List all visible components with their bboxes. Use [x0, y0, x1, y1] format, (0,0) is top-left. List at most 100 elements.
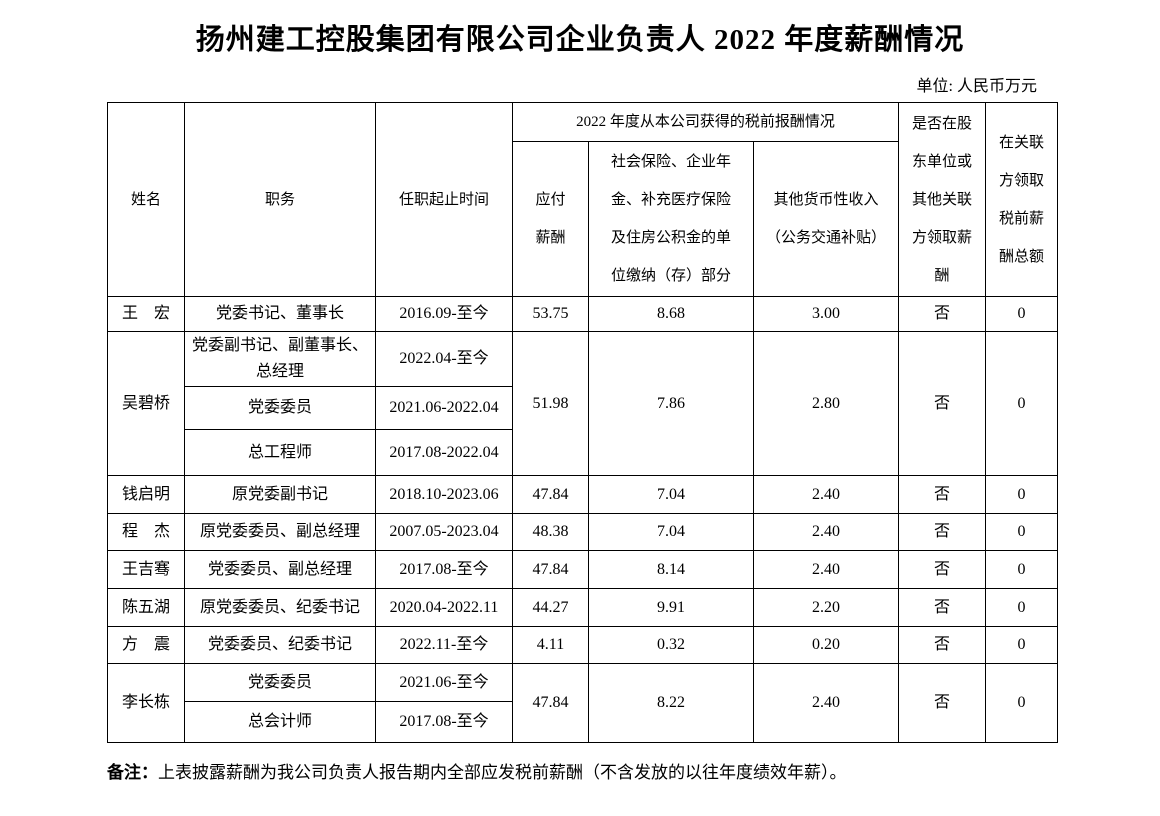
footnote-label: 备注： — [107, 763, 158, 782]
cell-payable: 48.38 — [512, 513, 589, 551]
cell-position: 党委副书记、副董事长、总经理 — [184, 331, 376, 387]
cell-other: 2.40 — [752, 550, 900, 589]
header-payable: 应付薪酬 — [512, 141, 589, 297]
cell-tenure: 2017.08-至今 — [375, 701, 513, 743]
cell-name: 钱启明 — [107, 475, 185, 514]
cell-other: 2.40 — [752, 513, 900, 551]
cell-name: 王 宏 — [107, 296, 185, 332]
cell-position: 党委委员 — [184, 386, 376, 430]
header-row-sub: 应付薪酬 社会保险、企业年金、补充医疗保险及住房公积金的单位缴纳（存）部分 其他… — [108, 141, 1058, 297]
header-shareholder: 是否在股东单位或其他关联方领取薪酬 — [898, 102, 987, 297]
header-row-top: 姓名 职务 任职起止时间 2022 年度从本公司获得的税前报酬情况 是否在股东单… — [107, 102, 1059, 297]
cell-shareholder: 否 — [898, 663, 987, 743]
cell-social: 7.04 — [588, 513, 754, 551]
cell-social: 8.22 — [588, 663, 754, 743]
header-tenure-label: 任职起止时间 — [398, 191, 489, 208]
cell-position: 总会计师 — [184, 701, 376, 743]
cell-tenure: 2021.06-至今 — [375, 663, 513, 702]
header-comp-group: 2022 年度从本公司获得的税前报酬情况 — [511, 102, 900, 142]
table-row: 党委委员 2021.06-2022.04 — [108, 386, 1058, 430]
cell-name: 王吉骞 — [107, 550, 185, 589]
table-row: 程 杰 原党委委员、副总经理 2007.05-2023.04 48.38 7.0… — [107, 513, 1059, 551]
cell-shareholder: 否 — [898, 331, 987, 476]
cell-other: 2.20 — [752, 588, 900, 627]
cell-social: 7.04 — [588, 475, 754, 514]
cell-payable: 47.84 — [512, 663, 589, 743]
cell-other: 2.80 — [752, 331, 900, 476]
cell-related: 0 — [985, 626, 1059, 664]
header-social: 社会保险、企业年金、补充医疗保险及住房公积金的单位缴纳（存）部分 — [588, 141, 754, 297]
cell-tenure: 2021.06-2022.04 — [375, 386, 513, 430]
table-row: 陈五湖 原党委委员、纪委书记 2020.04-2022.11 44.27 9.9… — [107, 588, 1059, 627]
cell-name: 吴碧桥 — [107, 331, 185, 476]
cell-position: 党委委员、纪委书记 — [184, 626, 376, 664]
cell-payable: 53.75 — [512, 296, 589, 332]
cell-related: 0 — [985, 513, 1059, 551]
cell-tenure: 2016.09-至今 — [375, 296, 513, 332]
table-row: 王 宏 党委书记、董事长 2016.09-至今 53.75 8.68 3.00 … — [107, 296, 1059, 332]
cell-related: 0 — [985, 663, 1059, 743]
cell-related: 0 — [985, 588, 1059, 627]
cell-payable: 44.27 — [512, 588, 589, 627]
cell-position: 党委书记、董事长 — [184, 296, 376, 332]
cell-social: 7.86 — [588, 331, 754, 476]
table-row: 总会计师 2017.08-至今 — [108, 701, 1058, 743]
header-name-label: 姓名 — [130, 191, 161, 208]
cell-tenure: 2007.05-2023.04 — [375, 513, 513, 551]
cell-name: 陈五湖 — [107, 588, 185, 627]
header-other: 其他货币性收入（公务交通补贴） — [752, 141, 900, 297]
header-related-label: 在关联方领取税前薪酬总额 — [999, 134, 1045, 265]
cell-name: 程 杰 — [107, 513, 185, 551]
cell-position: 原党委副书记 — [184, 475, 376, 514]
cell-other: 2.40 — [752, 663, 900, 743]
cell-payable: 51.98 — [512, 331, 589, 476]
cell-related: 0 — [985, 296, 1059, 332]
cell-payable: 47.84 — [512, 550, 589, 589]
footnote: 备注：上表披露薪酬为我公司负责人报告期内全部应发税前薪酬（不含发放的以往年度绩效… — [107, 758, 1160, 783]
cell-tenure: 2020.04-2022.11 — [375, 588, 513, 627]
cell-position: 党委委员 — [184, 663, 376, 702]
cell-position: 原党委委员、副总经理 — [184, 513, 376, 551]
table-row: 总工程师 2017.08-2022.04 — [108, 429, 1058, 476]
header-related: 在关联方领取税前薪酬总额 — [985, 102, 1059, 297]
cell-shareholder: 否 — [898, 588, 987, 627]
header-position: 职务 — [184, 102, 376, 297]
cell-other: 0.20 — [752, 626, 900, 664]
cell-payable: 47.84 — [512, 475, 589, 514]
cell-tenure: 2018.10-2023.06 — [375, 475, 513, 514]
header-shareholder-label: 是否在股东单位或其他关联方领取薪酬 — [912, 115, 973, 284]
cell-related: 0 — [985, 331, 1059, 476]
header-social-label: 社会保险、企业年金、补充医疗保险及住房公积金的单位缴纳（存）部分 — [610, 154, 731, 284]
cell-tenure: 2022.04-至今 — [375, 331, 513, 387]
table-row: 钱启明 原党委副书记 2018.10-2023.06 47.84 7.04 2.… — [107, 475, 1059, 514]
table-row: 吴碧桥 党委副书记、副董事长、总经理 2022.04-至今 51.98 7.86… — [107, 331, 1059, 476]
cell-related: 0 — [985, 550, 1059, 589]
table-row: 王吉骞 党委委员、副总经理 2017.08-至今 47.84 8.14 2.40… — [107, 550, 1059, 589]
header-position-label: 职务 — [264, 191, 295, 208]
header-tenure: 任职起止时间 — [375, 102, 513, 297]
cell-position: 原党委委员、纪委书记 — [184, 588, 376, 627]
cell-shareholder: 否 — [898, 550, 987, 589]
cell-shareholder: 否 — [898, 626, 987, 664]
cell-social: 0.32 — [588, 626, 754, 664]
table-row: 李长栋 党委委员 2021.06-至今 47.84 8.22 2.40 否 0 — [107, 663, 1059, 743]
cell-other: 3.00 — [752, 296, 900, 332]
cell-social: 8.68 — [588, 296, 754, 332]
cell-shareholder: 否 — [898, 296, 987, 332]
cell-position: 总工程师 — [184, 429, 376, 476]
header-other-label: 其他货币性收入（公务交通补贴） — [766, 192, 887, 246]
cell-social: 9.91 — [588, 588, 754, 627]
cell-shareholder: 否 — [898, 513, 987, 551]
cell-payable: 4.11 — [512, 626, 589, 664]
table-row: 方 震 党委委员、纪委书记 2022.11-至今 4.11 0.32 0.20 … — [107, 626, 1059, 664]
cell-name: 李长栋 — [107, 663, 185, 743]
header-name: 姓名 — [107, 102, 185, 297]
cell-tenure: 2017.08-2022.04 — [375, 429, 513, 476]
page-title: 扬州建工控股集团有限公司企业负责人 2022 年度薪酬情况 — [195, 24, 965, 56]
cell-related: 0 — [985, 475, 1059, 514]
cell-shareholder: 否 — [898, 475, 987, 514]
unit-note: 单位: 人民币万元 — [916, 78, 1037, 95]
cell-social: 8.14 — [588, 550, 754, 589]
header-payable-label: 应付薪酬 — [535, 192, 566, 246]
